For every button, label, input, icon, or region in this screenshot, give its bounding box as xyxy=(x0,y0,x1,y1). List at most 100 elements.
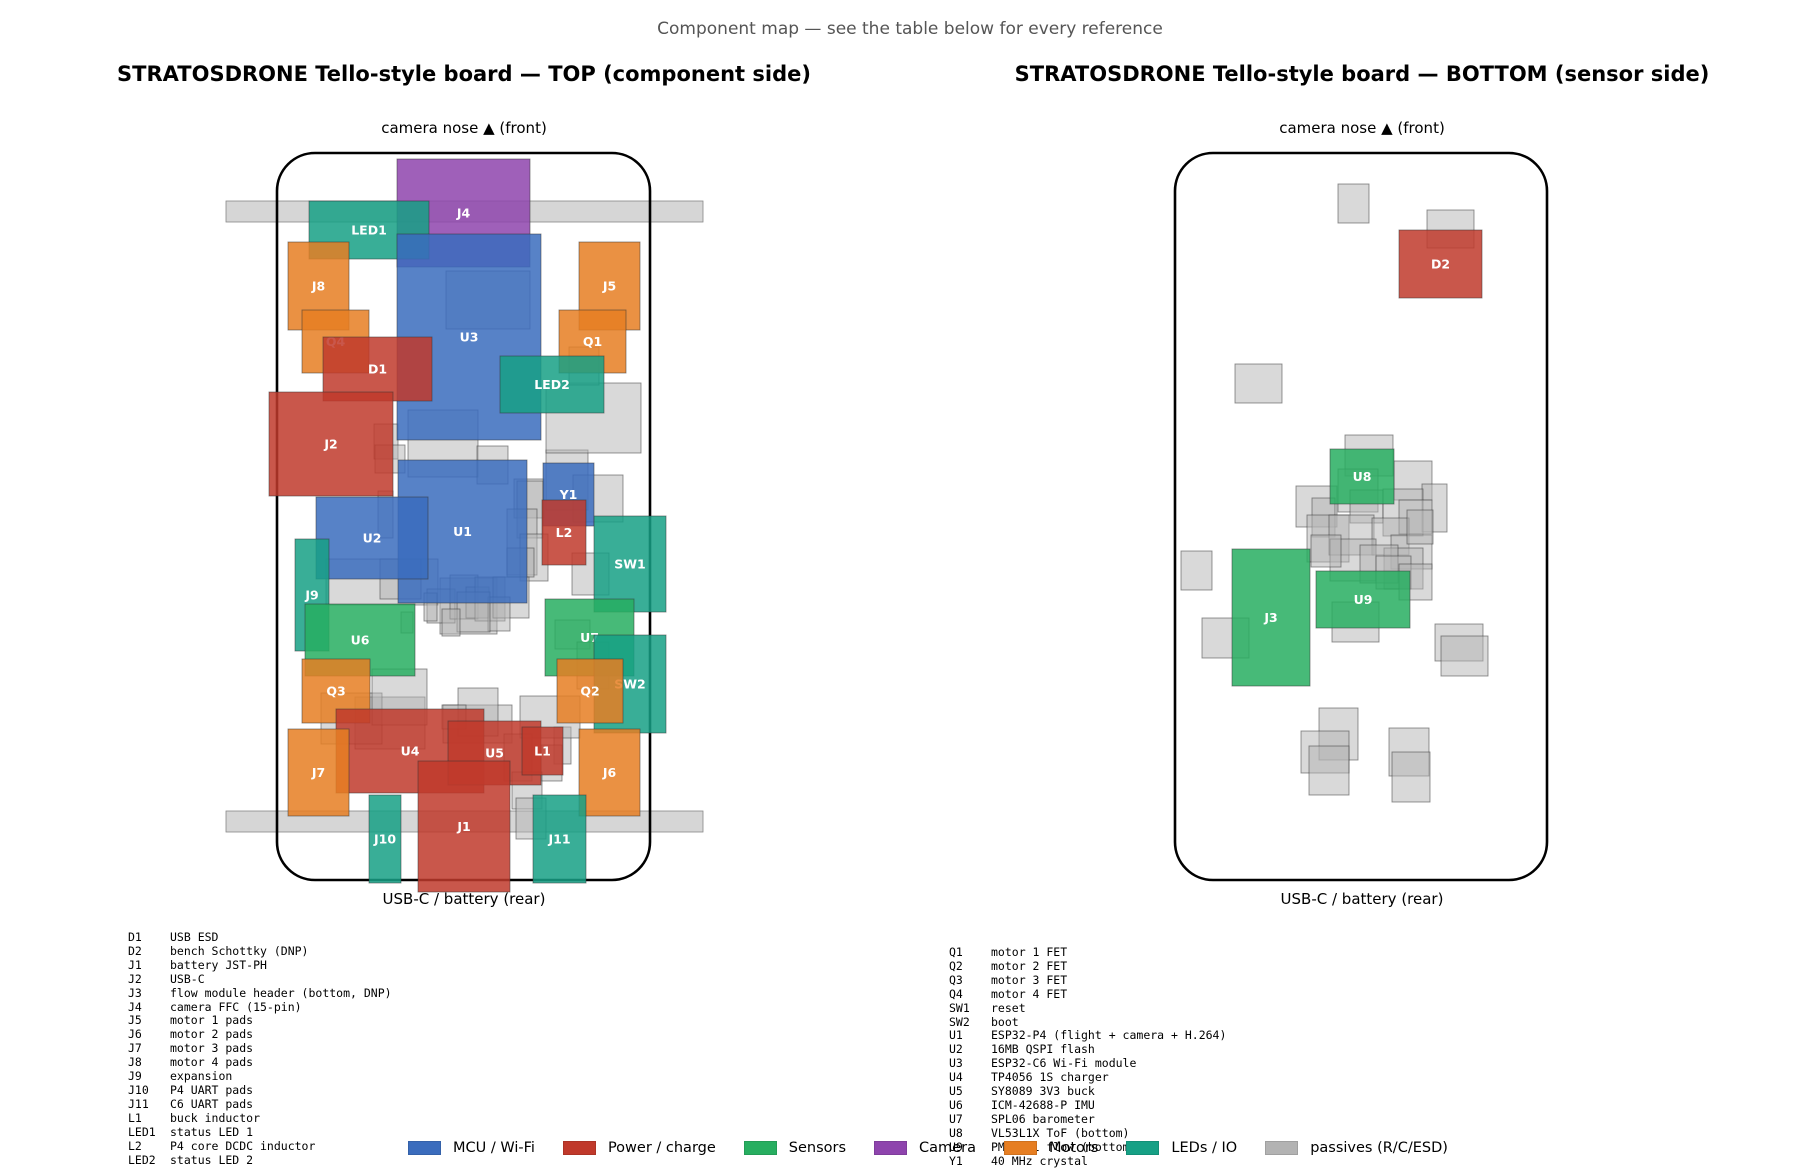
reference-row: J10 P4 UART pads xyxy=(128,1082,392,1098)
reference-designator: U7 xyxy=(949,1111,963,1126)
top-component-label-u2: U2 xyxy=(363,531,382,546)
reference-row: Q1 motor 1 FET xyxy=(949,945,1226,960)
reference-description: flow module header (bottom, DNP) xyxy=(170,985,392,1000)
reference-row: J2 USB-C xyxy=(128,971,392,987)
reference-row: J1 battery JST-PH xyxy=(128,957,392,973)
reference-description: boot xyxy=(991,1014,1019,1029)
top-component-j6 xyxy=(578,728,641,817)
legend-item-mcu: MCU / Wi-Fi xyxy=(408,1140,535,1156)
top-component-label-l2: L2 xyxy=(556,525,573,540)
reference-designator: U1 xyxy=(949,1028,963,1043)
reference-row: Q2 motor 2 FET xyxy=(949,958,1226,974)
reference-row: LED2 status LED 2 xyxy=(128,1153,392,1168)
reference-table-right: Q1 motor 1 FET Q2 motor 2 FET Q3 motor 3 FET Q… xyxy=(949,945,1227,1169)
bottom-passive-2 xyxy=(1234,363,1283,404)
bottom-component-u9 xyxy=(1315,570,1411,629)
reference-designator: D2 xyxy=(128,943,142,958)
reference-description: bench Schottky (DNP) xyxy=(170,943,309,958)
reference-row: J5 motor 1 pads xyxy=(128,1014,392,1028)
top-component-label-led2: LED2 xyxy=(534,377,570,392)
top-component-label-j6: J6 xyxy=(602,765,617,780)
legend-item-passives: passives (R/C/ESD) xyxy=(1265,1140,1448,1156)
reference-designator: D1 xyxy=(128,930,142,944)
reference-designator: J11 xyxy=(128,1096,149,1111)
reference-designator: Q3 xyxy=(949,972,963,987)
legend-label: Camera xyxy=(919,1140,976,1156)
reference-description: motor 3 FET xyxy=(991,972,1068,987)
reference-row: J3 flow module header (bottom, DNP) xyxy=(128,985,392,1001)
reference-description: motor 4 FET xyxy=(991,986,1068,1001)
bottom-component-u8 xyxy=(1329,448,1395,505)
reference-row: Y1 40 MHz crystal xyxy=(949,1154,1226,1169)
top-component-label-u3: U3 xyxy=(460,330,479,345)
legend: MCU / Wi-Fi Power / charge Sensors Camera Mo… xyxy=(408,1140,1476,1156)
top-passive-23 xyxy=(441,608,461,637)
top-component-j7 xyxy=(287,728,350,817)
reference-description: ICM-42688-P IMU xyxy=(991,1097,1095,1112)
top-component-label-j1: J1 xyxy=(456,819,470,834)
bottom-passive-32 xyxy=(1391,751,1431,803)
legend-item-motors: Motors xyxy=(1003,1140,1099,1156)
reference-designator: Q2 xyxy=(949,958,963,973)
top-component-j10 xyxy=(368,794,402,884)
bottom-component-label-u9: U9 xyxy=(1354,592,1373,607)
top-component-j1 xyxy=(417,760,511,893)
bottom-component-j3 xyxy=(1231,548,1311,687)
reference-designator: U3 xyxy=(949,1056,963,1071)
reference-description: ESP32-P4 (flight + camera + H.264) xyxy=(991,1028,1227,1043)
bottom-components-layer: D2 U8 U9 J3 xyxy=(1231,229,1483,687)
top-component-label-j9: J9 xyxy=(304,588,318,603)
top-view-title: STRATOSDRONE Tello-style board — TOP (co… xyxy=(117,62,811,86)
reference-designator: J5 xyxy=(128,1013,142,1028)
reference-description: expansion xyxy=(170,1069,233,1084)
top-component-label-u6: U6 xyxy=(351,633,370,648)
top-component-label-l1: L1 xyxy=(534,744,551,759)
legend-swatch xyxy=(408,1141,441,1155)
reference-description: SPL06 barometer xyxy=(991,1111,1095,1126)
legend-label: Sensors xyxy=(788,1140,847,1156)
reference-description: motor 2 FET xyxy=(991,958,1068,973)
reference-description: motor 1 pads xyxy=(170,1013,254,1028)
reference-description: C6 UART pads xyxy=(170,1096,254,1111)
top-component-label-j4: J4 xyxy=(456,206,471,221)
legend-item-leds: LEDs / IO xyxy=(1126,1140,1237,1156)
reference-row: U7 SPL06 barometer xyxy=(949,1111,1226,1127)
reference-description: battery JST-PH xyxy=(170,957,267,972)
top-view-rear-label: USB-C / battery (rear) xyxy=(382,890,546,908)
reference-row: Q4 motor 4 FET xyxy=(949,986,1226,1002)
top-component-q2 xyxy=(556,658,624,724)
top-component-led2 xyxy=(499,355,605,414)
top-component-sw1 xyxy=(593,515,667,613)
legend-swatch xyxy=(1126,1141,1160,1155)
legend-swatch xyxy=(562,1141,596,1155)
bottom-view-board: D2 U8 U9 J3 xyxy=(1173,151,1549,882)
top-component-label-u5: U5 xyxy=(485,746,504,761)
reference-description: P4 UART pads xyxy=(170,1082,254,1097)
reference-description: 16MB QSPI flash xyxy=(991,1042,1095,1057)
bottom-view-title: STRATOSDRONE Tello-style board — BOTTOM … xyxy=(1014,62,1710,86)
reference-designator: U5 xyxy=(949,1084,963,1099)
reference-designator: J3 xyxy=(128,985,142,1000)
reference-description: buck inductor xyxy=(170,1110,261,1125)
legend-label: Motors xyxy=(1048,1140,1099,1156)
legend-label: LEDs / IO xyxy=(1171,1140,1238,1156)
reference-description: motor 1 FET xyxy=(991,945,1068,959)
reference-row: J8 motor 4 pads xyxy=(128,1055,392,1070)
top-components-layer: J4LED1U3J8J5Q4Q1D1LED2J2U1Y1U2L2SW1J9U6U… xyxy=(268,158,667,893)
reference-designator: SW1 xyxy=(949,1000,970,1015)
reference-designator: L2 xyxy=(128,1138,142,1153)
reference-designator: U4 xyxy=(949,1070,963,1085)
bottom-component-d2 xyxy=(1398,229,1483,299)
reference-description: USB-C xyxy=(170,971,205,986)
bottom-passive-0 xyxy=(1337,183,1370,224)
top-component-label-j5: J5 xyxy=(602,279,616,294)
reference-row: L2 P4 core DCDC inductor xyxy=(128,1138,392,1154)
legend-label: Power / charge xyxy=(607,1140,716,1156)
top-view-board: J4LED1U3J8J5Q4Q1D1LED2J2U1Y1U2L2SW1J9U6U… xyxy=(225,151,704,893)
top-component-label-u4: U4 xyxy=(401,744,420,759)
top-component-label-q3: Q3 xyxy=(326,684,345,699)
reference-row: D1 USB ESD xyxy=(128,930,392,945)
reference-row: J11 C6 UART pads xyxy=(128,1096,392,1112)
reference-row: U5 SY8089 3V3 buck xyxy=(949,1084,1226,1099)
